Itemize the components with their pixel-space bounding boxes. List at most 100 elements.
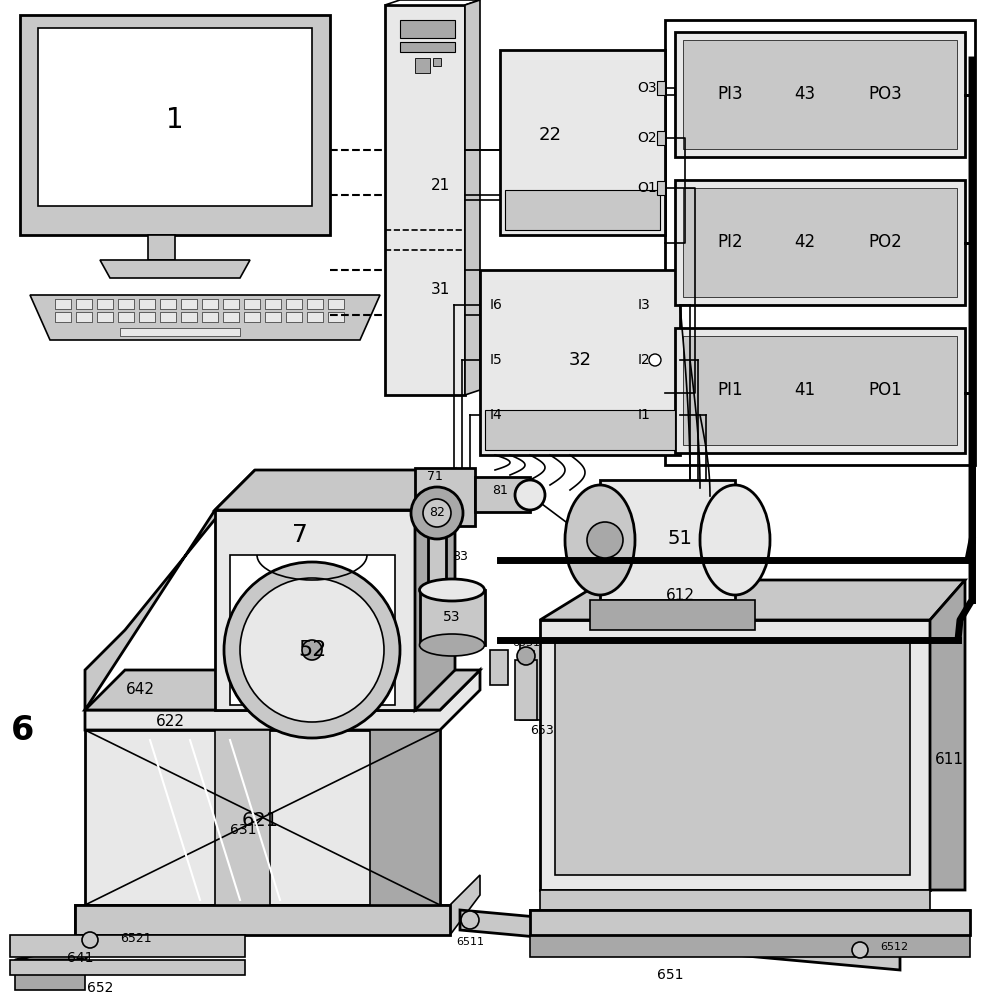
Polygon shape — [475, 477, 530, 512]
Polygon shape — [55, 312, 71, 322]
Text: O2: O2 — [637, 131, 657, 145]
Text: 51: 51 — [668, 528, 693, 548]
Text: 1: 1 — [166, 106, 183, 134]
Polygon shape — [76, 299, 92, 309]
Polygon shape — [85, 670, 480, 730]
Polygon shape — [85, 670, 480, 710]
Polygon shape — [683, 188, 957, 297]
Polygon shape — [415, 58, 430, 73]
Text: 41: 41 — [795, 381, 816, 399]
Polygon shape — [683, 40, 957, 149]
Circle shape — [82, 932, 98, 948]
Polygon shape — [520, 640, 540, 720]
Polygon shape — [75, 875, 480, 935]
Circle shape — [649, 354, 661, 366]
Polygon shape — [675, 328, 965, 453]
Polygon shape — [540, 580, 965, 620]
Text: 7: 7 — [292, 523, 308, 547]
Polygon shape — [120, 328, 240, 336]
Polygon shape — [181, 299, 197, 309]
Text: 52: 52 — [298, 640, 326, 660]
Text: I2: I2 — [638, 353, 651, 367]
Polygon shape — [460, 910, 900, 970]
Text: I4: I4 — [490, 408, 502, 422]
Text: PO3: PO3 — [868, 85, 902, 103]
Text: 631: 631 — [229, 823, 256, 837]
Polygon shape — [202, 299, 218, 309]
Text: 653: 653 — [530, 724, 553, 736]
Polygon shape — [215, 510, 415, 710]
Polygon shape — [555, 640, 910, 875]
Polygon shape — [75, 905, 450, 935]
Polygon shape — [265, 312, 281, 322]
Polygon shape — [265, 299, 281, 309]
Polygon shape — [590, 600, 755, 630]
Polygon shape — [930, 580, 965, 890]
Ellipse shape — [700, 485, 770, 595]
Polygon shape — [139, 299, 155, 309]
Text: 53: 53 — [444, 610, 461, 624]
Polygon shape — [328, 312, 344, 322]
Ellipse shape — [420, 579, 485, 601]
Polygon shape — [500, 50, 665, 235]
Polygon shape — [540, 620, 930, 890]
Polygon shape — [370, 730, 440, 905]
Text: 22: 22 — [538, 126, 561, 144]
Polygon shape — [244, 299, 260, 309]
Text: PI2: PI2 — [717, 233, 743, 251]
Polygon shape — [85, 730, 440, 905]
Polygon shape — [385, 5, 465, 395]
Text: 6521: 6521 — [120, 932, 152, 944]
Polygon shape — [600, 480, 735, 600]
Polygon shape — [181, 312, 197, 322]
Text: PO1: PO1 — [868, 381, 902, 399]
Ellipse shape — [565, 485, 635, 595]
Polygon shape — [223, 312, 239, 322]
Polygon shape — [20, 15, 330, 235]
Polygon shape — [485, 410, 675, 450]
Text: 6512: 6512 — [880, 942, 908, 952]
Text: O3: O3 — [637, 81, 657, 95]
Polygon shape — [480, 270, 680, 455]
Polygon shape — [530, 910, 970, 935]
Polygon shape — [76, 312, 92, 322]
Polygon shape — [490, 650, 508, 685]
Text: 611: 611 — [935, 752, 964, 768]
Polygon shape — [100, 260, 250, 278]
Polygon shape — [465, 0, 480, 395]
Text: 642: 642 — [126, 682, 155, 698]
Circle shape — [587, 522, 623, 558]
Polygon shape — [215, 730, 270, 905]
Polygon shape — [683, 336, 957, 445]
Polygon shape — [657, 181, 665, 195]
Text: PO2: PO2 — [868, 233, 902, 251]
Polygon shape — [540, 890, 930, 910]
Circle shape — [302, 640, 322, 660]
Text: 621: 621 — [241, 810, 278, 830]
Polygon shape — [515, 660, 537, 720]
Circle shape — [224, 562, 400, 738]
Polygon shape — [10, 960, 245, 975]
Polygon shape — [97, 299, 113, 309]
Circle shape — [240, 578, 384, 722]
Text: PI3: PI3 — [717, 85, 743, 103]
Polygon shape — [10, 935, 245, 957]
Polygon shape — [139, 312, 155, 322]
Polygon shape — [307, 312, 323, 322]
Text: I5: I5 — [490, 353, 502, 367]
Polygon shape — [223, 299, 239, 309]
Text: 71: 71 — [427, 470, 443, 483]
Text: 6: 6 — [10, 714, 34, 746]
Text: 6511: 6511 — [456, 937, 484, 947]
Ellipse shape — [515, 480, 545, 510]
Polygon shape — [530, 910, 970, 935]
Polygon shape — [55, 299, 71, 309]
Polygon shape — [657, 131, 665, 145]
Polygon shape — [428, 526, 446, 586]
Polygon shape — [15, 555, 360, 960]
Text: 42: 42 — [795, 233, 816, 251]
Polygon shape — [215, 470, 455, 510]
Ellipse shape — [420, 634, 485, 656]
Polygon shape — [675, 32, 965, 157]
Polygon shape — [328, 299, 344, 309]
